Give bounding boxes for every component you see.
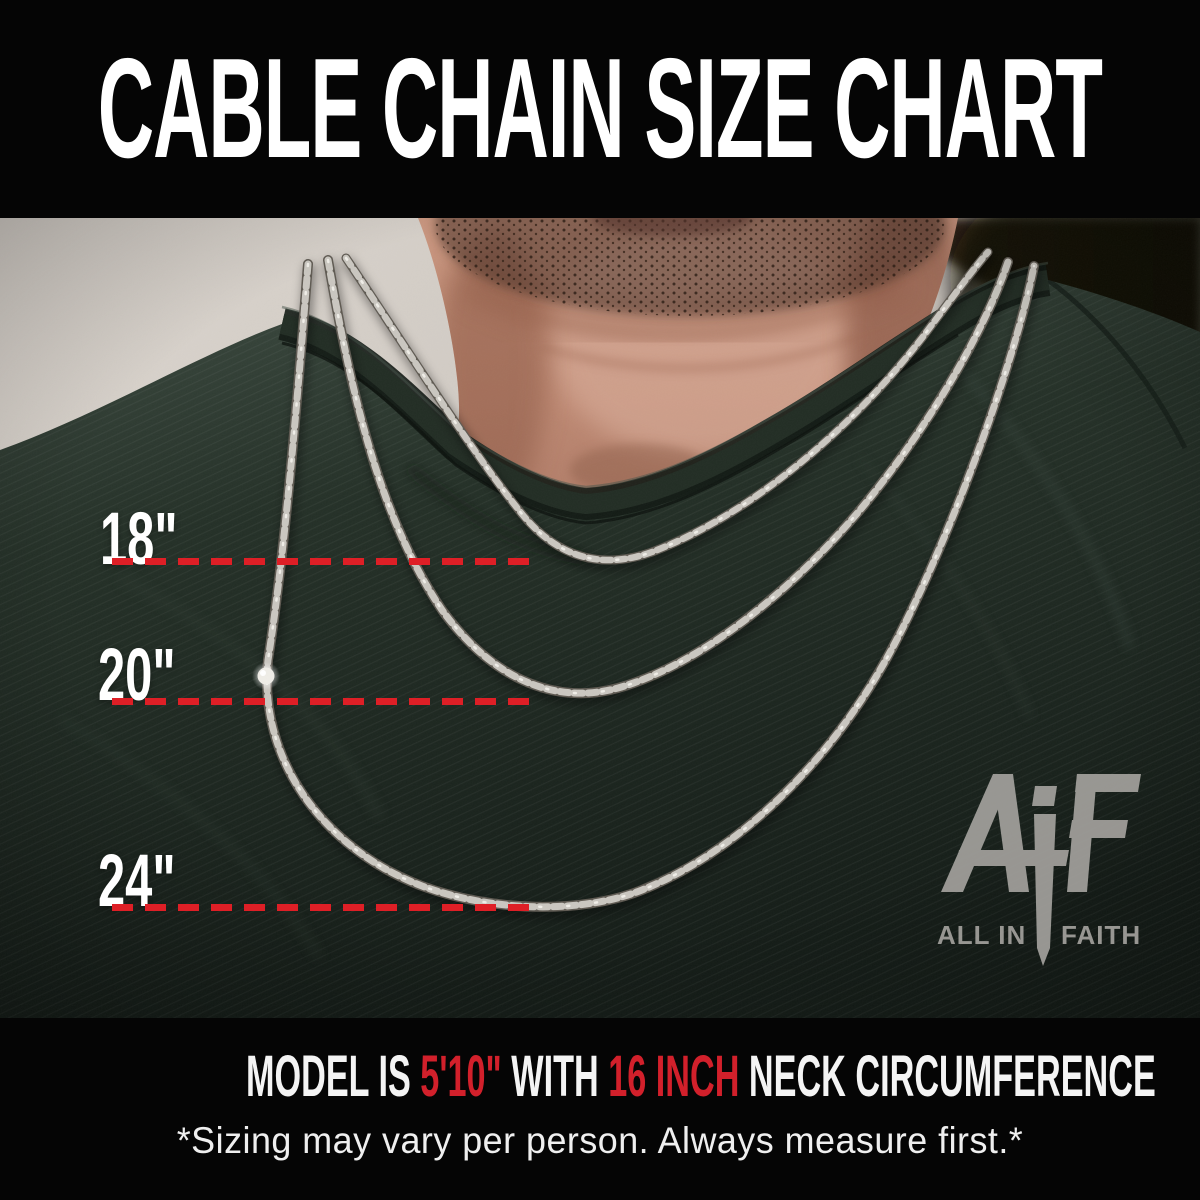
sizing-note: *Sizing may vary per person. Always meas…: [176, 1120, 1024, 1161]
logo-left-text: ALL IN: [937, 920, 1026, 950]
model-info-text: WITH: [511, 1044, 609, 1109]
model-info-text: NECK CIRCUMFERENCE: [748, 1044, 1156, 1109]
model-height-value: 5'10": [420, 1044, 512, 1109]
bottom-banner: MODEL IS 5'10" WITH 16 INCH NECK CIRCUMF…: [0, 1018, 1200, 1200]
model-info-text: MODEL IS: [246, 1044, 421, 1109]
neck-size-value: 16 INCH: [608, 1044, 749, 1109]
model-photo: 18" 20" 24" ALL IN FAITH: [0, 218, 1200, 1018]
poster-title: CABLE CHAIN SIZE CHART: [97, 29, 1103, 188]
model-info-line: MODEL IS 5'10" WITH 16 INCH NECK CIRCUMF…: [246, 1048, 1156, 1106]
all-in-faith-logo: ALL IN FAITH: [937, 774, 1141, 966]
photo-illustration: [0, 218, 1200, 1018]
photo-grain: [0, 218, 1200, 1018]
cross-sword-icon: [1034, 814, 1056, 966]
logo-right-text: FAITH: [1061, 920, 1141, 950]
measurement-line-20: [112, 698, 536, 705]
measurement-line-18: [112, 558, 536, 565]
aif-monogram-icon: [941, 774, 1141, 966]
measurement-line-24: [112, 904, 536, 911]
top-banner: CABLE CHAIN SIZE CHART: [0, 0, 1200, 218]
